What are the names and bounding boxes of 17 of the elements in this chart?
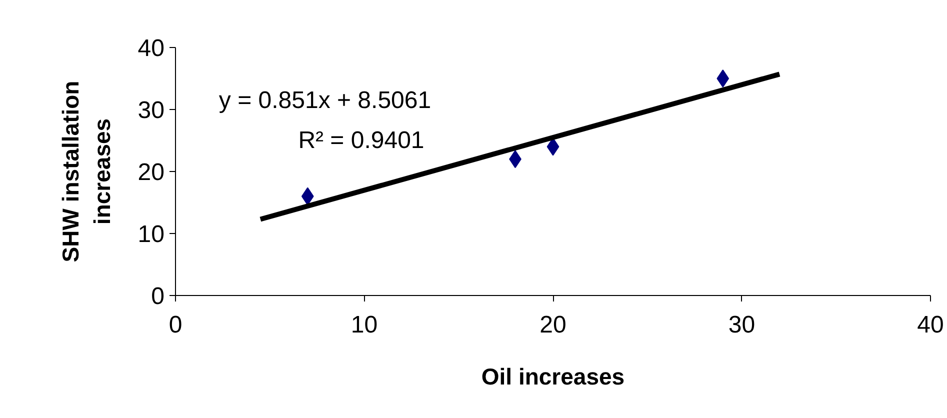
x-axis-title: Oil increases	[481, 364, 625, 390]
y-tick-label: 30	[138, 97, 165, 124]
annotation: R² = 0.9401	[298, 127, 424, 154]
x-tick-label: 0	[168, 312, 182, 338]
y-tick-label: 40	[138, 35, 165, 62]
x-tick-label: 40	[917, 312, 944, 338]
x-tick-label: 10	[350, 312, 378, 338]
point	[546, 138, 560, 156]
point	[301, 187, 314, 206]
y-axis-title: SHW installation increases	[58, 80, 115, 262]
y-tick-label: 10	[138, 221, 165, 248]
y-tick-label: 20	[138, 159, 165, 186]
point	[716, 70, 730, 88]
annotation: y = 0.851x + 8.5061	[218, 86, 432, 114]
y-tick-label: 0	[151, 283, 165, 310]
x-tick-label: 30	[728, 312, 756, 338]
x-tick-label: 20	[540, 312, 566, 338]
